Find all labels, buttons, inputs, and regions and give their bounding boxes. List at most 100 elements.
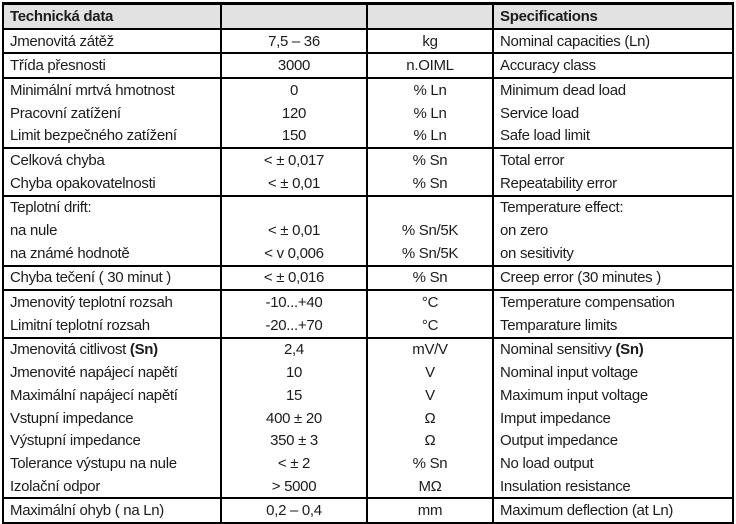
table-row: Izolační odpor > 5000 MΩ Insulation resi… — [4, 474, 732, 499]
english-label-cell: Service load — [492, 101, 732, 125]
czech-label-cell: Tolerance výstupu na nule — [10, 454, 177, 472]
unit-cell: °C — [366, 289, 493, 314]
czech-label-cell: Celková chyba — [4, 147, 221, 172]
unit-cell: % Ln — [366, 124, 493, 149]
czech-header-cell: Technická data — [4, 5, 221, 29]
unit-cell: V — [366, 361, 493, 384]
table-row: Maximální napájecí napětí 15 V Maximum i… — [4, 384, 732, 407]
unit-cell: % Sn — [366, 452, 493, 475]
unit-cell: % Sn — [366, 171, 493, 196]
value-cell: 0,2 – 0,4 — [220, 497, 367, 523]
unit-cell: % Ln — [366, 77, 493, 102]
value-cell: < ± 0,016 — [220, 264, 367, 291]
unit-cell: % Sn — [366, 264, 493, 291]
czech-label-cell: Izolační odpor — [10, 477, 101, 495]
value-header-cell — [220, 5, 367, 29]
english-header-cell: Specifications — [492, 5, 732, 29]
table-row: Teplotní drift: Temperature effect: — [4, 194, 732, 220]
english-label-cell: Maximum deflection (at Ln) — [492, 497, 732, 523]
value-cell: < ± 0,01 — [220, 171, 367, 196]
english-label-cell: Temparature limits — [492, 313, 732, 338]
value-cell — [220, 194, 367, 220]
unit-cell: Ω — [366, 429, 493, 453]
table-row: Jmenovité napájecí napětí 10 V Nominal i… — [4, 361, 732, 384]
english-label-cell: Total error — [492, 147, 732, 172]
czech-label-cell: Chyba tečení ( 30 minut ) — [4, 264, 221, 291]
value-cell: -20...+70 — [220, 313, 367, 338]
table-header-row: Technická data Specifications — [4, 5, 732, 29]
table-row: Tolerance výstupu na nule < ± 2 % Sn No … — [4, 452, 732, 475]
english-label-cell: Accuracy class — [492, 52, 732, 79]
english-label-bold: (Sn) — [615, 341, 644, 359]
unit-cell: % Ln — [366, 101, 493, 125]
english-label-cell: on sesitivity — [492, 241, 732, 266]
unit-cell: % Sn — [366, 147, 493, 172]
value-cell: 0 — [220, 77, 367, 102]
table-row: Maximální ohyb ( na Ln) 0,2 – 0,4 mm Max… — [4, 497, 732, 523]
value-cell: < ± 0,01 — [220, 219, 367, 242]
english-label-cell: Imput impedance — [492, 406, 732, 430]
table-row: Chyba opakovatelnosti < ± 0,01 % Sn Repe… — [4, 171, 732, 196]
value-cell: 350 ± 3 — [220, 429, 367, 453]
value-cell: 3000 — [220, 52, 367, 79]
czech-label-text: Jmenovitá citlivost — [10, 341, 130, 359]
table-row: Jmenovitý teplotní rozsah -10...+40 °C T… — [4, 289, 732, 314]
english-label-cell: Minimum dead load — [492, 77, 732, 102]
value-cell: > 5000 — [220, 474, 367, 499]
value-cell: 15 — [220, 384, 367, 407]
value-cell: 7,5 – 36 — [220, 27, 367, 54]
czech-label-cell: Jmenovitý teplotní rozsah — [4, 289, 221, 314]
english-label-text: Nominal sensitivy — [500, 341, 616, 359]
table-row: Třída přesnosti 3000 n.OIML Accuracy cla… — [4, 52, 732, 79]
czech-label-cell: Jmenovitá zátěž — [4, 27, 221, 54]
table-row: na známé hodnotě < v 0,006 % Sn/5K on se… — [4, 241, 732, 266]
unit-cell: °C — [366, 313, 493, 338]
table-row: Celková chyba < ± 0,017 % Sn Total error — [4, 147, 732, 172]
table-row: Chyba tečení ( 30 minut ) < ± 0,016 % Sn… — [4, 264, 732, 291]
unit-cell: mm — [366, 497, 493, 523]
czech-label-bold: (Sn) — [129, 341, 158, 359]
czech-label-cell: Chyba opakovatelnosti — [10, 174, 156, 192]
value-cell: 2,4 — [220, 336, 367, 362]
czech-label-cell: Třída přesnosti — [4, 52, 221, 79]
english-label-cell: Nominal sensitivy (Sn) — [492, 336, 732, 362]
english-label-cell: Maximum input voltage — [492, 384, 732, 407]
table-row: Limit bezpečného zatížení 150 % Ln Safe … — [4, 124, 732, 149]
czech-label-cell: Teplotní drift: — [4, 194, 221, 220]
value-cell: 10 — [220, 361, 367, 384]
table-row: Jmenovitá zátěž 7,5 – 36 kg Nominal capa… — [4, 27, 732, 54]
czech-label-cell: Limit bezpečného zatížení — [10, 127, 177, 145]
unit-cell: mV/V — [366, 336, 493, 362]
table-row: Výstupní impedance 350 ± 3 Ω Output impe… — [4, 429, 732, 453]
table-row: Vstupní impedance 400 ± 20 Ω Imput imped… — [4, 406, 732, 430]
unit-cell: % Sn/5K — [366, 219, 493, 242]
english-label-cell: Temperature compensation — [492, 289, 732, 314]
english-label-cell: Output impedance — [492, 429, 732, 453]
english-label-cell: Insulation resistance — [492, 474, 732, 499]
czech-label-cell: Minimální mrtvá hmotnost — [4, 77, 221, 102]
table-row: Minimální mrtvá hmotnost 0 % Ln Minimum … — [4, 77, 732, 102]
czech-label-cell: Jmenovitá citlivost (Sn) — [4, 336, 221, 362]
unit-cell: MΩ — [366, 474, 493, 499]
english-label-cell: Creep error (30 minutes ) — [492, 264, 732, 291]
english-label-cell: Nominal input voltage — [492, 361, 732, 384]
value-cell: -10...+40 — [220, 289, 367, 314]
english-label-cell: Safe load limit — [492, 124, 732, 149]
spec-table: Technická data Specifications Jmenovitá … — [4, 5, 732, 523]
english-label-cell: Nominal capacities (Ln) — [492, 27, 732, 54]
english-label-cell: Temperature effect: — [492, 194, 732, 220]
table-row: Jmenovitá citlivost (Sn) 2,4 mV/V Nomina… — [4, 336, 732, 362]
value-cell: 400 ± 20 — [220, 406, 367, 430]
unit-header-cell — [366, 5, 493, 29]
czech-label-cell: Jmenovité napájecí napětí — [10, 364, 178, 382]
value-cell: < v 0,006 — [220, 241, 367, 266]
unit-cell: V — [366, 384, 493, 407]
unit-cell — [366, 194, 493, 220]
value-cell: 120 — [220, 101, 367, 125]
english-label-cell: No load output — [492, 452, 732, 475]
value-cell: < ± 0,017 — [220, 147, 367, 172]
unit-cell: n.OIML — [366, 52, 493, 79]
table-row: na nule < ± 0,01 % Sn/5K on zero — [4, 219, 732, 242]
table-row: Limitní teplotní rozsah -20...+70 °C Tem… — [4, 313, 732, 338]
